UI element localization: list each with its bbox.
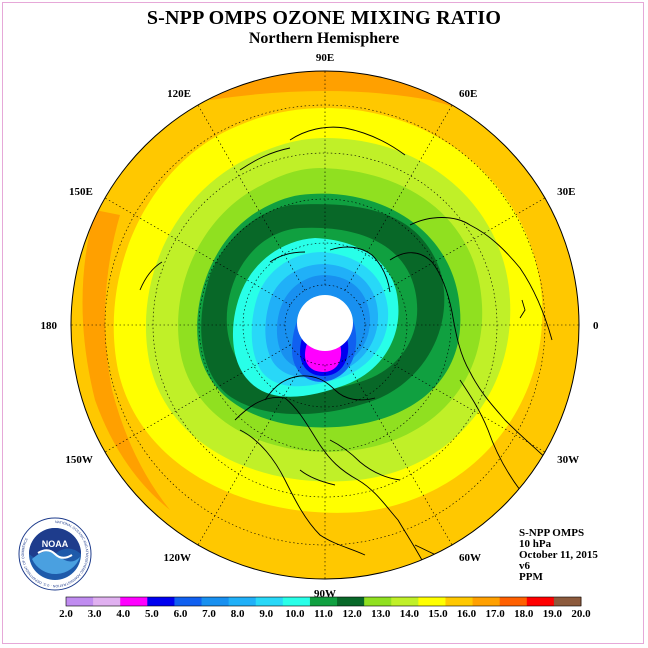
band-16-17-north [210, 71, 545, 150]
colorbar-swatch-17 [526, 597, 555, 606]
longitude-label-2: 30E [557, 186, 575, 198]
colorbar-label-17: 19.0 [542, 608, 562, 620]
colorbar-swatch-7 [255, 597, 284, 606]
colorbar-swatch-16 [499, 597, 528, 606]
longitude-label-8: 150W [65, 454, 93, 466]
logo-text: NOAA [42, 539, 69, 549]
colorbar-label-0: 2.0 [59, 608, 73, 620]
colorbar-label-5: 7.0 [202, 608, 216, 620]
colorbar-label-7: 9.0 [259, 608, 274, 620]
longitude-label-4: 30W [557, 454, 579, 466]
colorbar-label-8: 10.0 [285, 608, 305, 620]
info-date: October 11, 2015 [519, 549, 598, 561]
colorbar-swatch-4 [174, 597, 203, 606]
colorbar-swatch-8 [282, 597, 311, 606]
colorbar-label-4: 6.0 [173, 608, 188, 620]
colorbar-swatch-11 [364, 597, 392, 606]
colorbar-swatch-2 [120, 597, 148, 606]
colorbar-label-10: 12.0 [342, 608, 362, 620]
info-level: 10 hPa [519, 538, 552, 550]
map-title: S-NPP OMPS OZONE MIXING RATIO [146, 7, 502, 29]
band-16-17-west [82, 210, 170, 510]
colorbar-label-11: 13.0 [371, 608, 391, 620]
colorbar-swatch-6 [228, 597, 257, 606]
longitude-label-3: 0 [593, 320, 599, 332]
colorbar-label-1: 3.0 [87, 608, 102, 620]
longitude-label-9: 180 [41, 320, 58, 332]
colorbar-swatch-13 [418, 597, 446, 606]
noaa-logo: NOAA NATIONAL OCEANIC AND ATMOSPHERIC AD… [18, 517, 92, 591]
longitude-label-10: 150E [69, 186, 93, 198]
colorbar-swatch-5 [201, 597, 230, 606]
colorbar-swatch-14 [445, 597, 474, 606]
colorbar [65, 596, 582, 607]
longitude-label-0: 90E [316, 52, 334, 64]
longitude-label-5: 60W [459, 552, 481, 564]
longitude-label-7: 120W [164, 552, 192, 564]
info-product: S-NPP OMPS [519, 527, 585, 539]
colorbar-swatch-15 [472, 597, 501, 606]
colorbar-label-2: 4.0 [116, 608, 131, 620]
colorbar-swatch-3 [147, 597, 175, 606]
colorbar-label-16: 18.0 [514, 608, 534, 620]
longitude-label-1: 60E [459, 88, 477, 100]
colorbar-label-15: 17.0 [485, 608, 505, 620]
colorbar-swatch-0 [66, 597, 94, 606]
no-data-polar-cap [297, 295, 353, 351]
info-version: v6 [519, 560, 530, 572]
info-units: PPM [519, 571, 543, 583]
ozone-field [71, 71, 579, 579]
colorbar-label-12: 14.0 [399, 608, 419, 620]
colorbar-swatch-18 [553, 597, 582, 606]
colorbar-swatch-10 [337, 597, 365, 606]
colorbar-swatch-12 [391, 597, 419, 606]
map-subtitle: Northern Hemisphere [248, 30, 400, 47]
colorbar-label-18: 20.0 [571, 608, 591, 620]
longitude-label-11: 120E [167, 88, 191, 100]
colorbar-label-3: 5.0 [144, 608, 159, 620]
colorbar-label-9: 11.0 [314, 608, 333, 620]
colorbar-swatch-9 [309, 597, 338, 606]
colorbar-label-13: 15.0 [428, 608, 448, 620]
colorbar-label-6: 8.0 [230, 608, 245, 620]
colorbar-label-14: 16.0 [456, 608, 477, 620]
map-boundary [70, 70, 580, 580]
colorbar-swatch-1 [93, 597, 121, 606]
